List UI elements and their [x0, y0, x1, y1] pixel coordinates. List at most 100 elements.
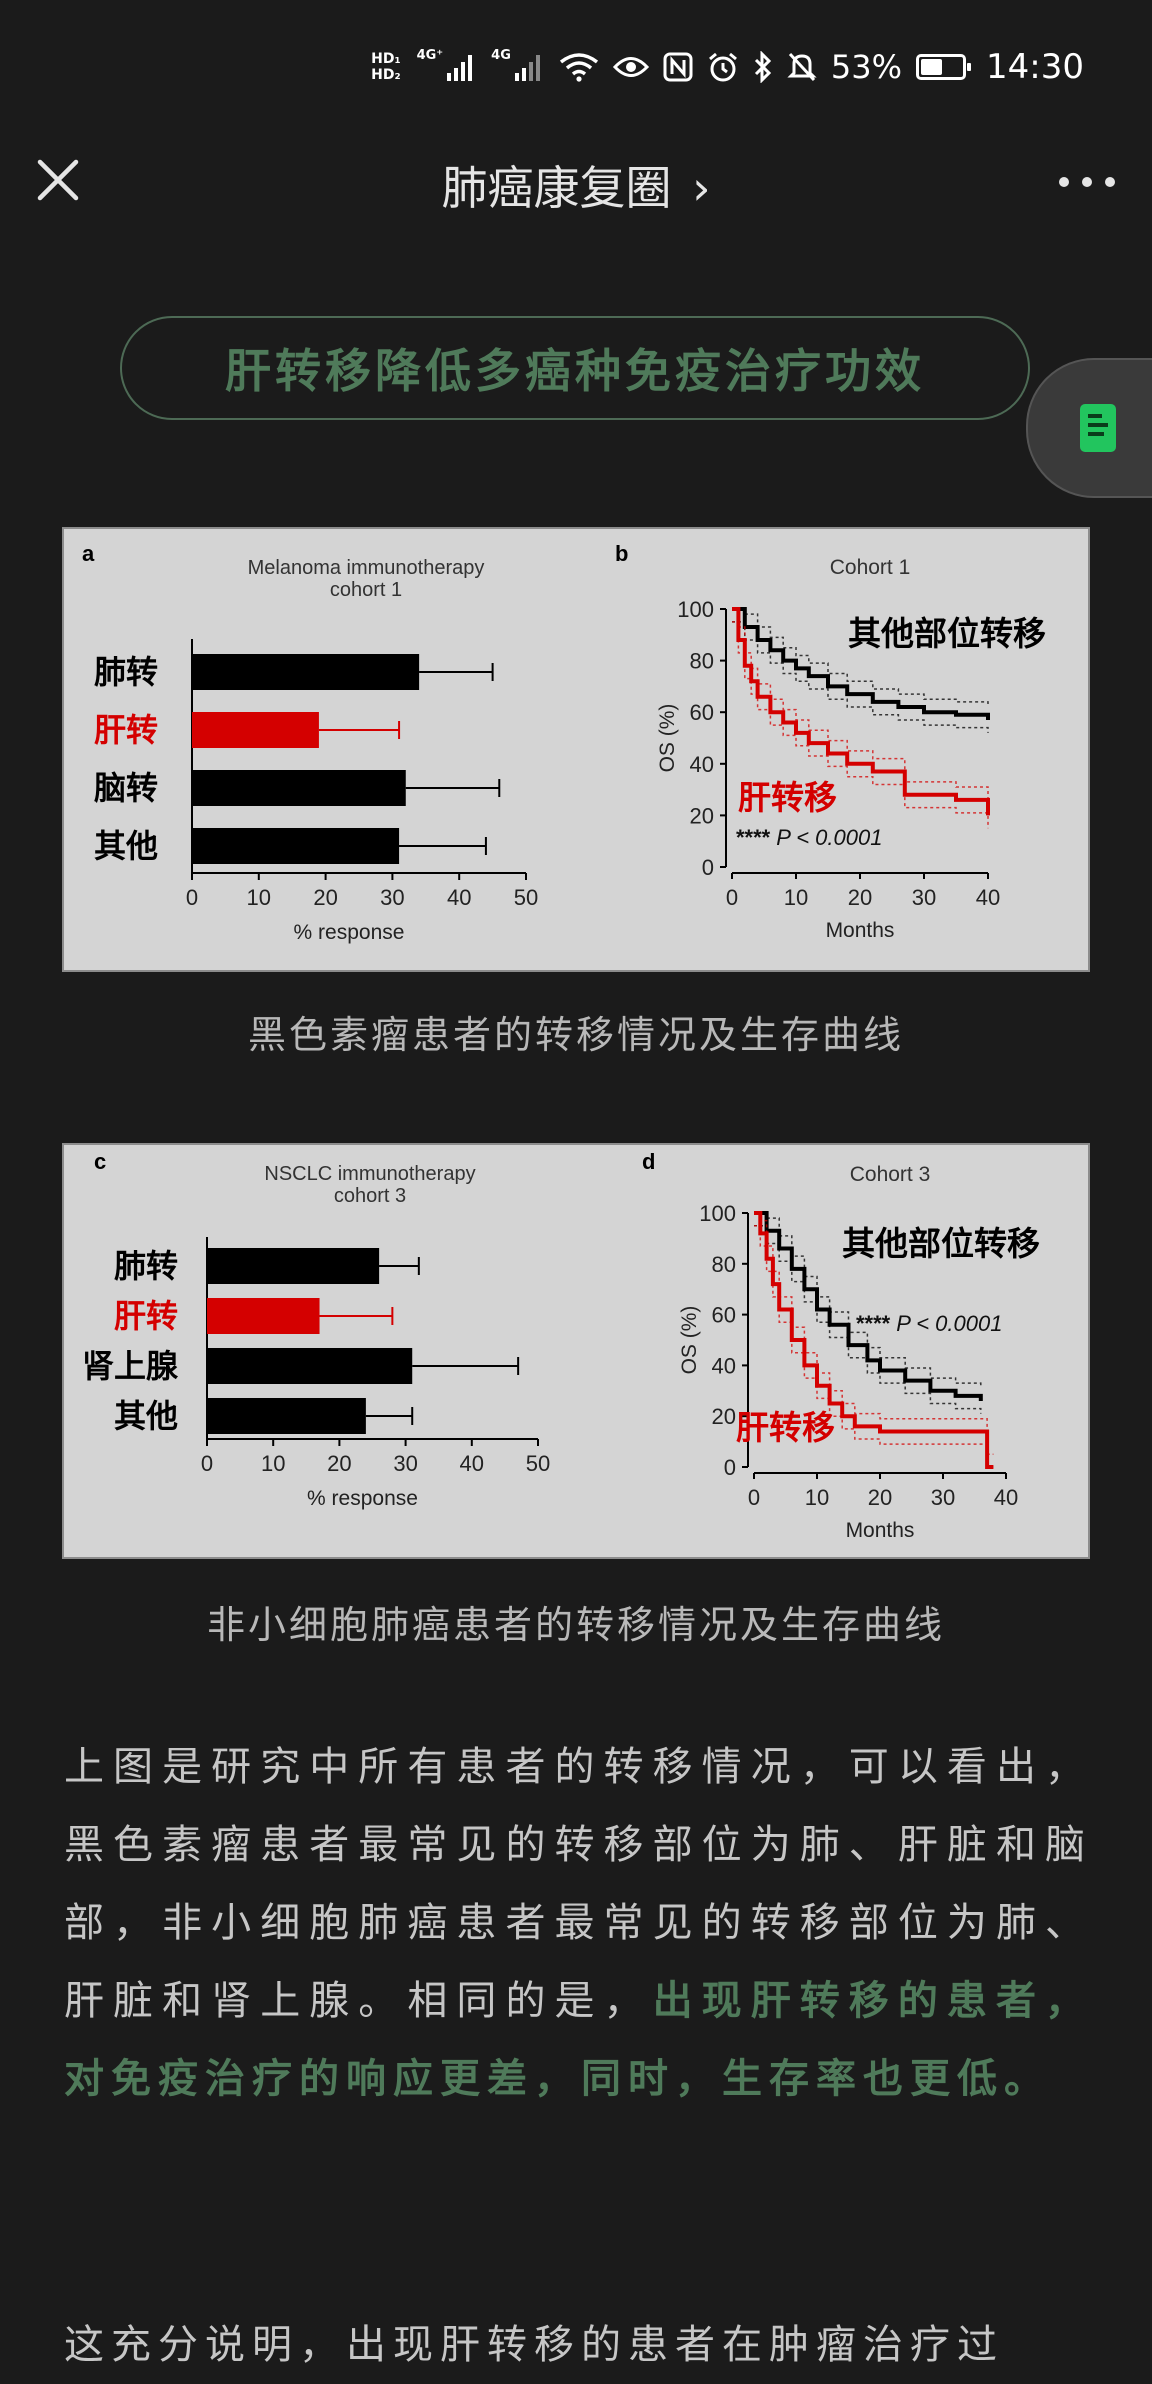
series-label: 肝转移	[736, 1409, 835, 1446]
x-tick-label: 30	[912, 885, 936, 910]
y-tick-label: 20	[690, 803, 714, 828]
x-tick-label: 20	[848, 885, 872, 910]
x-tick-label: 50	[514, 885, 538, 910]
p-value-annotation: **** P < 0.0001	[736, 825, 882, 850]
x-tick-label: 30	[931, 1485, 955, 1510]
category-label: 肝转	[94, 712, 158, 748]
eye-icon	[612, 57, 649, 77]
p-value-stars: ****	[856, 1311, 891, 1336]
bar	[192, 712, 319, 748]
y-tick-label: 80	[712, 1252, 736, 1277]
panel-letter-c: c	[94, 1149, 106, 1174]
account-title-link[interactable]: 肺癌康复圈 ›	[0, 152, 1152, 218]
x-axis-label: Months	[846, 1519, 915, 1542]
confidence-band-lower	[754, 1224, 994, 1468]
panel-letter-d: d	[642, 1149, 655, 1174]
mute-icon	[787, 52, 817, 82]
section-title-pill: 肝转移降低多癌种免疫治疗功效	[120, 316, 1030, 420]
x-tick-label: 40	[460, 1451, 484, 1476]
p-value-stars: ****	[736, 825, 771, 850]
x-tick-label: 40	[976, 885, 1000, 910]
confidence-band-upper	[732, 608, 989, 708]
y-tick-label: 100	[677, 597, 714, 622]
nfc-icon	[663, 52, 693, 82]
x-tick-label: 0	[201, 1451, 213, 1476]
category-label: 肺转	[114, 1248, 178, 1284]
chart-panel-d: Cohort 3 0 20 40 60 80 100 0 10 20 30 40 Months OS (%…	[678, 1163, 1040, 1542]
series-label: 肝转移	[738, 779, 837, 816]
hd-1-label: HD₁	[371, 51, 401, 67]
x-tick-label: 20	[313, 885, 337, 910]
chevron-right-icon: ›	[692, 161, 711, 215]
x-tick-label: 30	[380, 885, 404, 910]
figure-caption-2: 非小细胞肺癌患者的转移情况及生存曲线	[206, 1603, 945, 1647]
floating-side-tab[interactable]	[1026, 358, 1152, 498]
chart-title: Cohort 3	[850, 1163, 931, 1186]
y-axis-label: OS (%)	[678, 1306, 701, 1375]
battery-icon	[916, 54, 972, 80]
figure-caption-1: 黑色素瘤患者的转移情况及生存曲线	[247, 1013, 904, 1057]
network-type-2: 4G	[491, 47, 511, 63]
bar	[192, 770, 406, 806]
y-tick-label: 0	[724, 1455, 736, 1480]
panel-letter-b: b	[615, 541, 628, 566]
survival-curve	[732, 607, 990, 720]
y-tick-label: 100	[699, 1201, 736, 1226]
x-tick-label: 0	[186, 885, 198, 910]
p-value-annotation: **** P < 0.0001	[856, 1311, 1002, 1336]
x-tick-label: 20	[868, 1485, 892, 1510]
clock: 14:30	[986, 47, 1084, 87]
survival-curve	[754, 1211, 983, 1401]
chart-title: Cohort 1	[830, 556, 911, 579]
bar	[207, 1348, 413, 1384]
category-label: 肝转	[114, 1298, 178, 1334]
category-label: 肺转	[94, 654, 158, 690]
x-tick-label: 20	[327, 1451, 351, 1476]
x-tick-label: 0	[726, 885, 738, 910]
y-axis-label: OS (%)	[656, 704, 679, 773]
x-tick-label: 0	[748, 1485, 760, 1510]
y-tick-label: 40	[690, 752, 714, 777]
category-label: 脑转	[94, 770, 158, 806]
article-paragraph-1: 上图是研究中所有患者的转移情况，可以看出，黑色素瘤患者最常见的转移部位为肺、肝脏…	[64, 1728, 1092, 2118]
series-label: 其他部位转移	[842, 1225, 1040, 1262]
figure-nsclc: c d NSCLC immunotherapy cohort 3 肺转 肝转 肾上腺 其他…	[62, 1143, 1090, 1559]
confidence-band-upper	[732, 608, 989, 803]
signal-icon	[447, 55, 473, 81]
more-icon[interactable]	[1052, 162, 1122, 202]
p-value-text: P < 0.0001	[776, 825, 882, 850]
y-tick-label: 60	[712, 1303, 736, 1328]
paragraph-1-text: 上图是研究中所有患者的转移情况，可以看出，黑色素瘤患者最常见的转移部位为肺、肝脏…	[64, 1744, 1092, 2024]
close-icon[interactable]	[28, 150, 88, 210]
series-label: 其他部位转移	[848, 615, 1046, 652]
figure-melanoma: a b Melanoma immunotherapy cohort 1 肺转肝转脑转…	[62, 527, 1090, 972]
battery-level	[921, 59, 943, 75]
section-title: 肝转移降低多癌种免疫治疗功效	[225, 344, 925, 398]
bar	[207, 1248, 380, 1284]
x-tick-label: 30	[393, 1451, 417, 1476]
chart-panel-b: Cohort 1 0 20 40 60 80 100 0 10 20 30 40 Months OS (%…	[656, 556, 1046, 942]
alarm-icon	[708, 52, 737, 82]
y-tick-label: 40	[712, 1353, 736, 1378]
confidence-band-lower	[732, 621, 989, 733]
chart-title: cohort 1	[330, 579, 402, 601]
chart-title: cohort 3	[334, 1185, 406, 1207]
status-icons: HD₁ HD₂ 4G⁺ 4G	[371, 44, 1084, 90]
wifi-icon	[559, 53, 598, 82]
x-tick-label: 10	[805, 1485, 829, 1510]
bar	[207, 1298, 320, 1334]
y-tick-label: 0	[702, 855, 714, 880]
bluetooth-icon	[754, 51, 772, 83]
x-axis-label: % response	[294, 921, 405, 944]
network-type-1: 4G⁺	[416, 47, 444, 63]
panel-letter-a: a	[82, 541, 95, 566]
x-axis-label: % response	[307, 1487, 418, 1510]
x-tick-label: 40	[447, 885, 471, 910]
bar	[192, 828, 400, 864]
x-tick-label: 50	[526, 1451, 550, 1476]
confidence-band-upper	[754, 1212, 982, 1389]
chart-title: Melanoma immunotherapy	[248, 557, 485, 579]
